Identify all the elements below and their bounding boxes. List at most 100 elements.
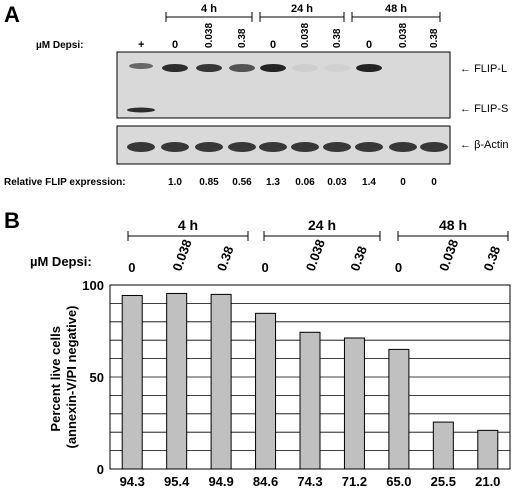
flip-s-band [127,107,155,113]
panel-b-lane-label: 0.038 [303,237,328,273]
plot-frame [109,284,511,470]
flip-l-band [324,64,350,72]
expression-value: 0.56 [232,177,252,188]
panel-a-letter: A [4,2,20,27]
y-tick-label: 0 [97,462,104,477]
flip-l-band [292,64,318,72]
flip-blot [116,51,451,119]
bar [432,421,454,470]
panel-a-group-48h: 48 h [385,3,407,15]
actin-band [259,142,287,152]
panel-a-lane-label: 0.38 [332,28,343,48]
flip-l-band [229,64,255,72]
actin-bands [127,142,448,152]
panel-b-group-24h: 24 h [308,217,336,233]
control-lane-band [129,63,153,69]
bar-value-label: 71.2 [342,474,367,489]
panel-b-lane-label: 0 [395,260,402,275]
panel-a-lane-labels: +0 0.038 0.38 0 0.038 0.38 0 0.038 0.38 [138,23,440,51]
expression-value: 0 [431,177,437,188]
bar-value-label: 65.0 [386,474,411,489]
bar [121,294,143,470]
panel-b-lane-label: 0.38 [481,244,504,273]
y-axis-label-line2: (annexin-V/PI negative) [64,305,79,448]
panel-a-lane-label: 0 [172,39,178,51]
y-tick-label: 100 [82,278,104,293]
flip-s-text: FLIP-S [474,103,508,115]
actin-band [127,142,155,152]
actin-band [161,142,189,152]
actin-text: β-Actin [474,139,508,151]
panel-b-lane-label: 0.38 [214,244,237,273]
bar [299,331,321,470]
panel-b-lane-labels: 0 0.038 0.38 0 0.038 0.38 0 0.038 0.38 [128,237,503,275]
bar-value-label: 94.9 [208,474,233,489]
panel-b-lane-label: 0.038 [169,237,194,273]
expression-value: 1.3 [266,177,280,188]
expression-value: 0.03 [327,177,347,188]
flip-l-band [356,64,382,72]
bar [343,337,365,470]
panel-b-lane-label: 0 [262,260,269,275]
flip-l-label: ← FLIP-L [460,63,507,75]
panel-a-group-24h: 24 h [291,3,313,15]
actin-band [195,142,223,152]
bar-value-label: 94.3 [120,474,145,489]
bar-value-label: 84.6 [253,474,278,489]
bar-value-label: 95.4 [164,474,190,489]
bar [388,348,410,470]
panel-b-group-brackets [127,231,509,241]
expression-value: 0.06 [295,177,315,188]
panel-a-treatment-label: µM Depsi: [36,40,83,51]
flip-l-band [162,64,188,72]
panel-b-letter: B [4,208,20,233]
panel-a-lane-label: 0.038 [204,23,215,48]
panel-b-lane-label: 0.038 [436,237,461,273]
actin-band [323,142,351,152]
expression-values: 1.0 0.85 0.56 1.3 0.06 0.03 1.4 0 0 [168,177,437,188]
y-axis-ticks: 0 50 100 [82,278,104,477]
bar [210,293,232,470]
bar-chart: 0 50 100 94.3 95.4 94.9 84.6 74.3 71.2 65.0 25.5 2… [82,278,511,489]
bar-value-labels: 94.3 95.4 94.9 84.6 74.3 71.2 65.0 25.5 21.0 [120,474,501,489]
flip-bands [127,63,382,113]
panel-a-lane-label: + [138,39,144,51]
panel-b-group-4h: 4 h [178,217,198,233]
panel-a-group-4h: 4 h [201,3,217,15]
panel-b-lane-label: 0 [128,260,135,275]
expression-label: Relative FLIP expression: [4,177,126,188]
actin-band [420,142,448,152]
panel-a-lane-label: 0.38 [237,28,248,48]
bar [477,429,499,470]
flip-s-label: ← FLIP-S [460,103,508,115]
actin-band [389,142,417,152]
bar [255,312,277,470]
actin-arrow: ← [460,139,474,151]
flip-l-band [260,64,286,72]
y-axis-label-line1: Percent live cells [48,326,63,432]
actin-label: ← β-Actin [460,139,509,151]
expression-value: 1.4 [362,177,376,188]
actin-band [291,142,319,152]
panel-a-lane-label: 0 [366,39,372,51]
panel-b-treatment-label: µM Depsi: [30,254,92,269]
panel-b-group-48h: 48 h [439,217,467,233]
expression-value: 0 [400,177,406,188]
flip-l-arrow: ← [460,63,474,75]
bar [166,292,188,470]
bar-value-label: 74.3 [297,474,322,489]
chart-bars [121,292,499,470]
expression-value: 1.0 [168,177,182,188]
panel-a-lane-label: 0.038 [398,23,409,48]
actin-band [355,142,383,152]
flip-l-text: FLIP-L [474,63,507,75]
panel-a-lane-label: 0.038 [300,23,311,48]
y-axis-label: Percent live cells (annexin-V/PI negativ… [48,305,79,448]
bar-value-label: 21.0 [475,474,500,489]
y-tick-label: 50 [90,370,104,385]
bar-value-label: 25.5 [431,474,456,489]
flip-l-band [196,64,222,72]
panel-b-lane-label: 0.38 [347,244,370,273]
panel-a-lane-label: 0 [270,39,276,51]
